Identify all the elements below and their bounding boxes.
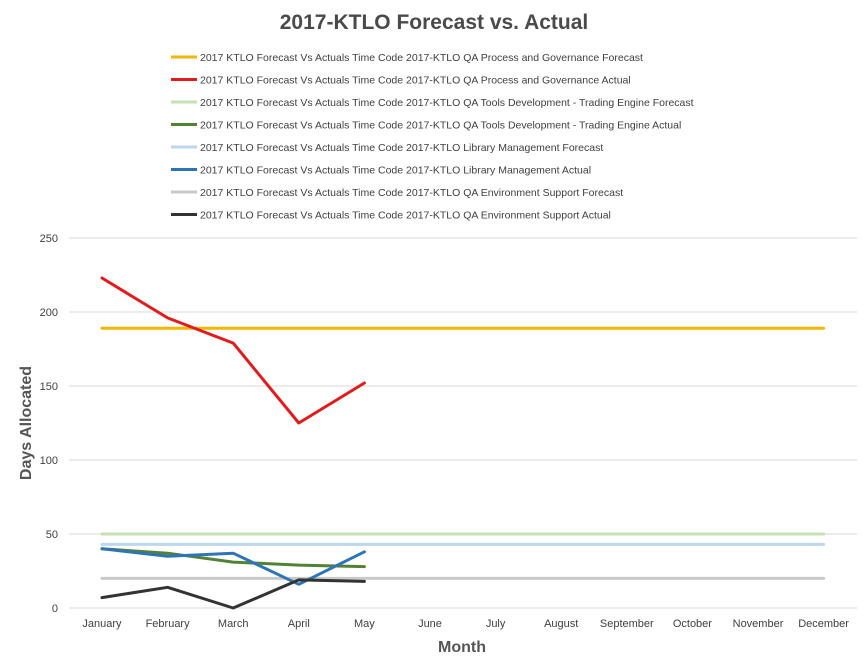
y-tick-label: 100	[40, 455, 58, 467]
x-tick-label: June	[418, 618, 442, 630]
x-axis-ticks: January February March April May June July Augu…	[82, 618, 849, 630]
legend-entry: 2017 KTLO Forecast Vs Actuals Time Code …	[200, 52, 643, 64]
x-tick-label: October	[673, 618, 712, 630]
y-tick-label: 150	[40, 381, 58, 393]
legend-entry: 2017 KTLO Forecast Vs Actuals Time Code …	[200, 120, 681, 132]
y-tick-label: 50	[46, 529, 58, 541]
y-tick-label: 200	[40, 307, 58, 319]
plot-series	[100, 276, 826, 610]
legend-entry: 2017 KTLO Forecast Vs Actuals Time Code …	[200, 142, 603, 154]
series-line-2	[100, 276, 366, 425]
legend-entry: 2017 KTLO Forecast Vs Actuals Time Code …	[200, 75, 631, 87]
legend-entry: 2017 KTLO Forecast Vs Actuals Time Code …	[200, 165, 591, 177]
chart-title: 2017-KTLO Forecast vs. Actual	[280, 11, 589, 34]
series-line-8	[100, 578, 366, 610]
legend-entry: 2017 KTLO Forecast Vs Actuals Time Code …	[200, 210, 611, 222]
x-tick-label: December	[798, 618, 849, 630]
legend-entry: 2017 KTLO Forecast Vs Actuals Time Code …	[200, 97, 694, 109]
x-tick-label: April	[288, 618, 310, 630]
x-tick-label: August	[544, 618, 578, 630]
x-tick-label: March	[218, 618, 249, 630]
y-tick-label: 0	[52, 603, 58, 615]
legend-entry: 2017 KTLO Forecast Vs Actuals Time Code …	[200, 187, 623, 199]
gridlines	[69, 237, 857, 609]
x-tick-label: May	[354, 618, 375, 630]
y-axis-ticks: 0 50 100 150 200 250	[40, 233, 58, 615]
series-line-4	[100, 547, 366, 569]
x-tick-label: February	[146, 618, 191, 630]
x-tick-label: January	[82, 618, 122, 630]
x-axis-title: Month	[438, 639, 486, 656]
series-line-6	[100, 547, 366, 586]
legend: 2017 KTLO Forecast Vs Actuals Time Code …	[171, 52, 694, 222]
x-tick-label: September	[600, 618, 654, 630]
x-tick-label: November	[733, 618, 784, 630]
y-axis-title: Days Allocated	[18, 366, 35, 480]
x-tick-label: July	[486, 618, 506, 630]
y-tick-label: 250	[40, 233, 58, 245]
